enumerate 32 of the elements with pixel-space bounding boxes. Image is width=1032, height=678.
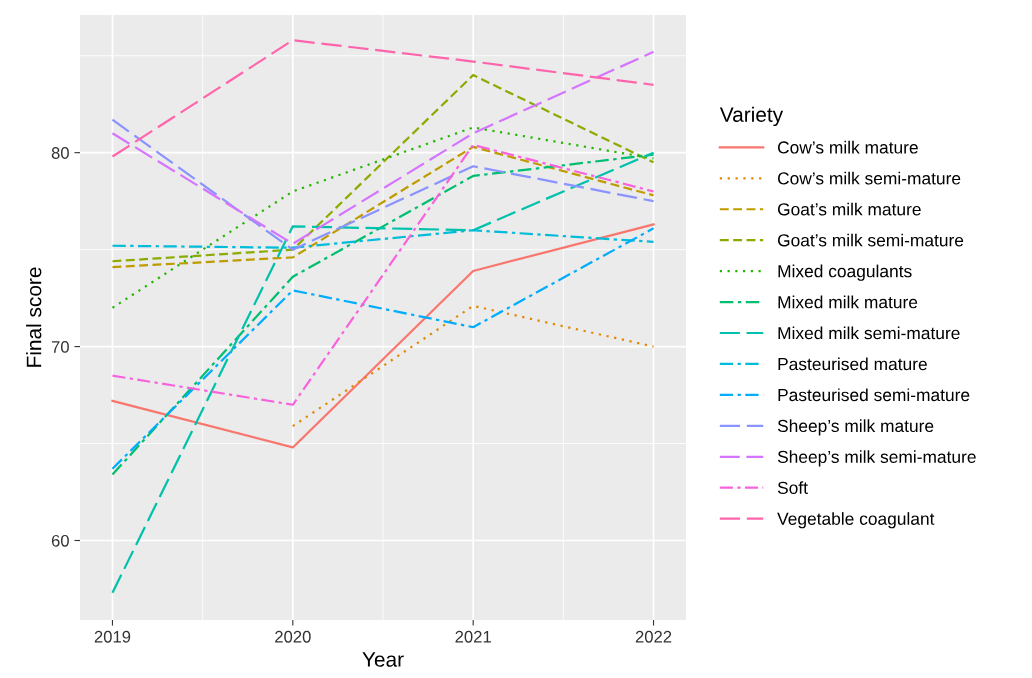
legend-title: Variety <box>719 106 784 127</box>
line-series <box>111 229 655 249</box>
legend-label: Soft <box>777 481 808 494</box>
line-series <box>111 145 655 269</box>
line-series <box>111 74 655 263</box>
x-tick-label: 2019 <box>94 630 131 643</box>
y-tick-label: 80 <box>51 147 69 159</box>
legend-label: Goat’s milk semi-mature <box>777 233 964 247</box>
line-series <box>111 118 655 251</box>
legend-label: Vegetable coagulant <box>777 512 935 529</box>
y-tick-label: 60 <box>51 534 69 547</box>
legend-label: Mixed milk mature <box>778 295 918 309</box>
line-series <box>111 153 655 476</box>
legend-label: Goat’s milk mature <box>777 202 921 216</box>
y-tick-label: 70 <box>51 340 69 353</box>
legend-label: Pasteurised mature <box>778 357 927 371</box>
line-series <box>111 39 655 158</box>
line-series <box>111 126 655 309</box>
legend-label: Cow’s milk semi-mature <box>777 171 961 185</box>
x-axis-title: Year <box>362 652 404 667</box>
legend-label: Mixed coagulants <box>778 264 912 281</box>
legend-label: Pasteurised semi-mature <box>778 388 970 402</box>
legend-label: Mixed milk semi-mature <box>778 326 960 340</box>
x-tick-label: 2021 <box>455 630 491 643</box>
legend-label: Sheep’s milk semi-mature <box>777 450 976 467</box>
legend-label: Sheep’s milk mature <box>777 419 934 436</box>
line-series <box>111 143 655 406</box>
line-series <box>111 151 655 594</box>
legend-label: Cow’s milk mature <box>777 140 918 154</box>
x-tick-label: 2022 <box>635 630 672 643</box>
x-tick-label: 2020 <box>275 630 311 643</box>
y-axis-title: Final score <box>26 267 42 367</box>
